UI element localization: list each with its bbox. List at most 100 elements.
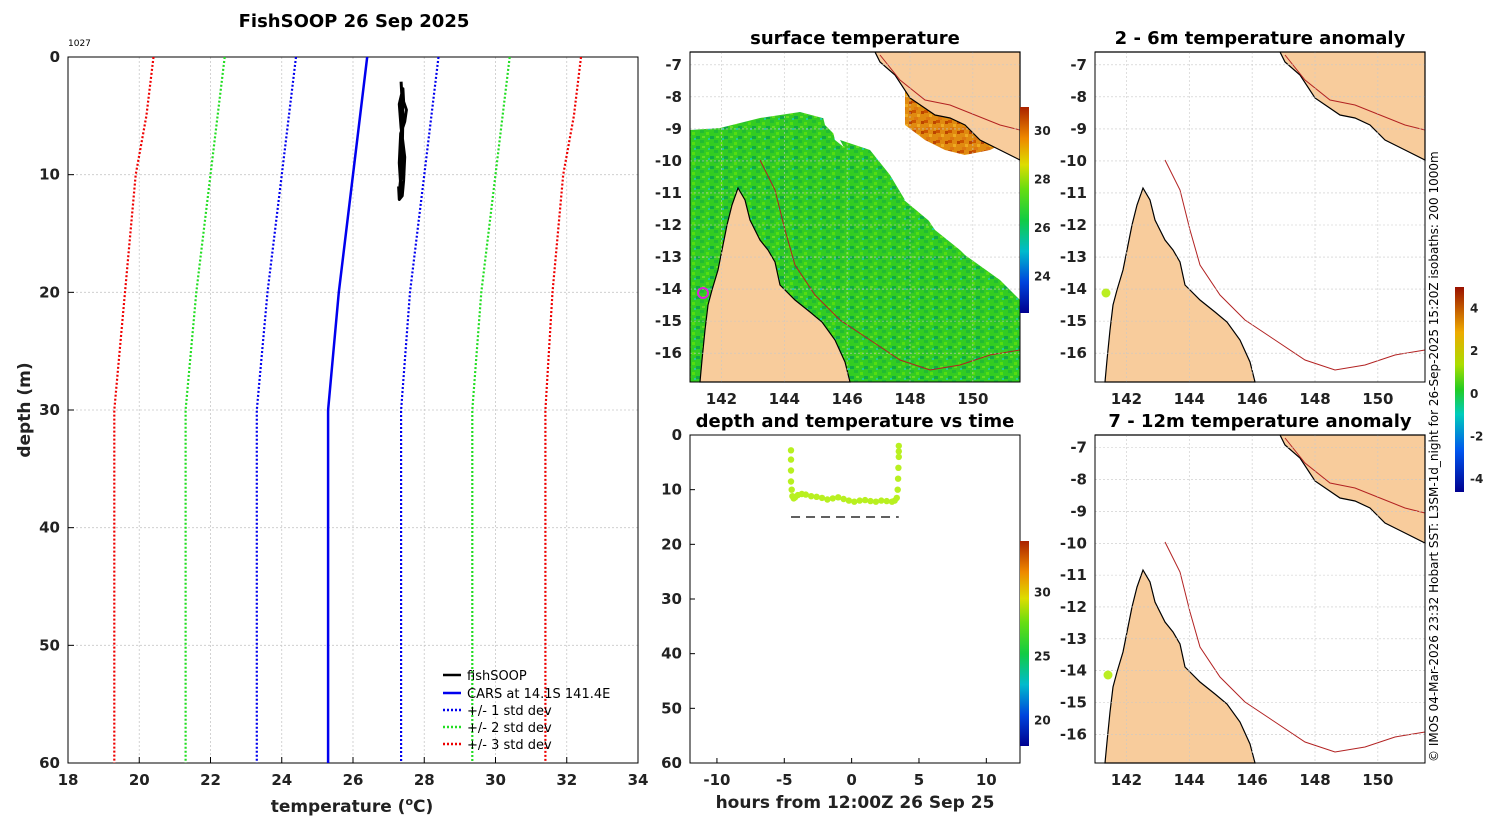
profile-series--3-std <box>544 56 583 763</box>
anom1-y-tick-label: -14 <box>1060 280 1087 298</box>
anom2-y-tick-label: -12 <box>1060 598 1087 616</box>
sst-grid <box>690 52 1020 382</box>
sst-isobath-2 <box>879 54 1021 131</box>
anom1-x-tick-label: 144 <box>1174 390 1205 408</box>
sst-x-tick-label: 150 <box>957 390 988 408</box>
sst-colorbar-tick-label: 28 <box>1034 173 1051 187</box>
anom1-map-ticks: 142 144 146 148 150 -7 -8 -9 -10 -11 -12 -13 -14 -15 -… <box>1060 56 1394 408</box>
profile-y-tick-label: 20 <box>39 283 60 301</box>
legend-label-std2: +/- 2 std dev <box>467 721 552 736</box>
profile-x-tick-label: 30 <box>485 771 506 789</box>
anom2-y-tick-label: -15 <box>1060 693 1087 711</box>
profile-y-tick-label: 30 <box>39 401 60 419</box>
sst-colorbar-tick-label: 26 <box>1034 221 1051 235</box>
timeseries-point <box>818 494 826 502</box>
anom1-isobath-2 <box>1284 54 1426 131</box>
sst-map <box>689 51 1021 383</box>
anom-colorbar-tick-label: 2 <box>1470 344 1478 358</box>
anom2-map-ticks: 142 144 146 148 150 -7 -8 -9 -10 -11 -12 -13 -14 -15 -… <box>1060 439 1394 789</box>
profile-x-ticks: 18 20 22 24 26 28 30 32 34 <box>58 757 648 789</box>
anom1-y-tick-label: -9 <box>1070 120 1087 138</box>
anom2-x-tick-label: 146 <box>1236 771 1267 789</box>
profile-y-tick-label: 60 <box>39 754 60 772</box>
sst-colorbar <box>1020 107 1029 313</box>
anom1-y-tick-label: -12 <box>1060 216 1087 234</box>
anom2-grid <box>1095 435 1425 763</box>
anom1-x-tick-label: 142 <box>1111 390 1142 408</box>
sst-field-coralsea-edge <box>840 140 905 200</box>
profile-x-tick-label: 20 <box>129 771 150 789</box>
anom-colorbar-tick-label: 4 <box>1470 301 1478 315</box>
sst-land-capeyork <box>699 186 851 383</box>
timeseries-point <box>893 494 900 502</box>
anom1-map <box>1094 51 1426 383</box>
sst-y-tick-label: -13 <box>655 248 682 266</box>
anom1-y-tick-label: -11 <box>1060 184 1087 202</box>
profile-series--2-std <box>184 56 226 763</box>
anom2-x-tick-label: 150 <box>1362 771 1393 789</box>
timeseries-point <box>856 497 863 504</box>
timeseries-y-tick-label: 60 <box>661 754 682 772</box>
timeseries-point <box>895 464 902 471</box>
sst-colorbar-tick-label: 30 <box>1034 124 1051 138</box>
sst-y-tick-label: -7 <box>665 56 682 74</box>
anom2-x-tick-label: 144 <box>1174 771 1205 789</box>
timeseries-title: depth and temperature vs time <box>696 411 1015 432</box>
timeseries-colorbar-tick-label: 25 <box>1034 649 1051 663</box>
timeseries-y-tick-label: 0 <box>672 426 682 444</box>
sst-y-tick-label: -14 <box>655 280 682 298</box>
corner-id: 1027 <box>68 39 91 49</box>
anom2-y-tick-label: -14 <box>1060 662 1087 680</box>
anom1-y-tick-label: -8 <box>1070 88 1087 106</box>
anom2-isobath <box>1164 541 1426 753</box>
anom2-station-marker <box>1103 670 1113 680</box>
timeseries-x-tick-label: 10 <box>976 771 997 789</box>
profile-x-tick-label: 22 <box>200 771 221 789</box>
anom2-y-tick-label: -13 <box>1060 630 1087 648</box>
timeseries-point <box>787 478 795 485</box>
timeseries-point <box>851 498 858 505</box>
profile-series--2-std <box>471 56 511 763</box>
timeseries-point <box>895 448 902 455</box>
profile-x-tick-label: 32 <box>556 771 577 789</box>
sst-y-tick-label: -10 <box>655 152 682 170</box>
timeseries-y-tick-label: 50 <box>661 699 682 717</box>
anom-colorbar <box>1455 287 1464 492</box>
timeseries-point <box>813 493 820 500</box>
sst-x-tick-label: 142 <box>706 390 737 408</box>
timeseries-point <box>872 498 880 505</box>
anom2-y-tick-label: -8 <box>1070 471 1087 489</box>
anom1-isobath <box>1164 159 1426 371</box>
timeseries-x-tick-label: 0 <box>846 771 856 789</box>
profile-x-label: temperature (oC) <box>271 795 434 817</box>
timeseries-point <box>845 497 853 504</box>
sst-y-tick-label: -11 <box>655 184 682 202</box>
anom2-y-tick-label: -9 <box>1070 502 1087 520</box>
profile-y-ticks: 0 10 20 30 40 50 60 <box>39 48 74 772</box>
anom1-y-tick-label: -13 <box>1060 248 1087 266</box>
anom1-x-tick-label: 148 <box>1299 390 1330 408</box>
legend-label-fishsoop: fishSOOP <box>467 669 527 684</box>
timeseries-x-tick-label: 5 <box>914 771 924 789</box>
figure-title: FishSOOP 26 Sep 2025 <box>239 11 470 32</box>
timeseries-points <box>787 442 902 505</box>
sst-y-tick-label: -16 <box>655 344 682 362</box>
timeseries-y-ticks: 0 10 20 30 40 50 60 <box>661 426 695 772</box>
profile-grid <box>67 56 639 764</box>
anom1-map-title: 2 - 6m temperature anomaly <box>1115 28 1406 49</box>
timeseries-point <box>787 456 795 463</box>
timeseries-point <box>861 496 869 504</box>
timeseries-point <box>824 496 831 503</box>
sst-cloud-gap-2 <box>820 105 870 140</box>
sst-x-tick-label: 144 <box>769 390 800 408</box>
anom2-x-tick-label: 142 <box>1111 771 1142 789</box>
sst-isobath <box>759 159 1021 371</box>
timeseries-point <box>867 497 874 505</box>
timeseries-y-tick-label: 30 <box>661 590 682 608</box>
timeseries-point <box>787 467 795 474</box>
profile-curves <box>113 56 583 763</box>
anom-colorbar-tick-label: 0 <box>1470 387 1478 401</box>
sst-map-title: surface temperature <box>750 28 960 49</box>
profile-y-tick-label: 50 <box>39 636 60 654</box>
